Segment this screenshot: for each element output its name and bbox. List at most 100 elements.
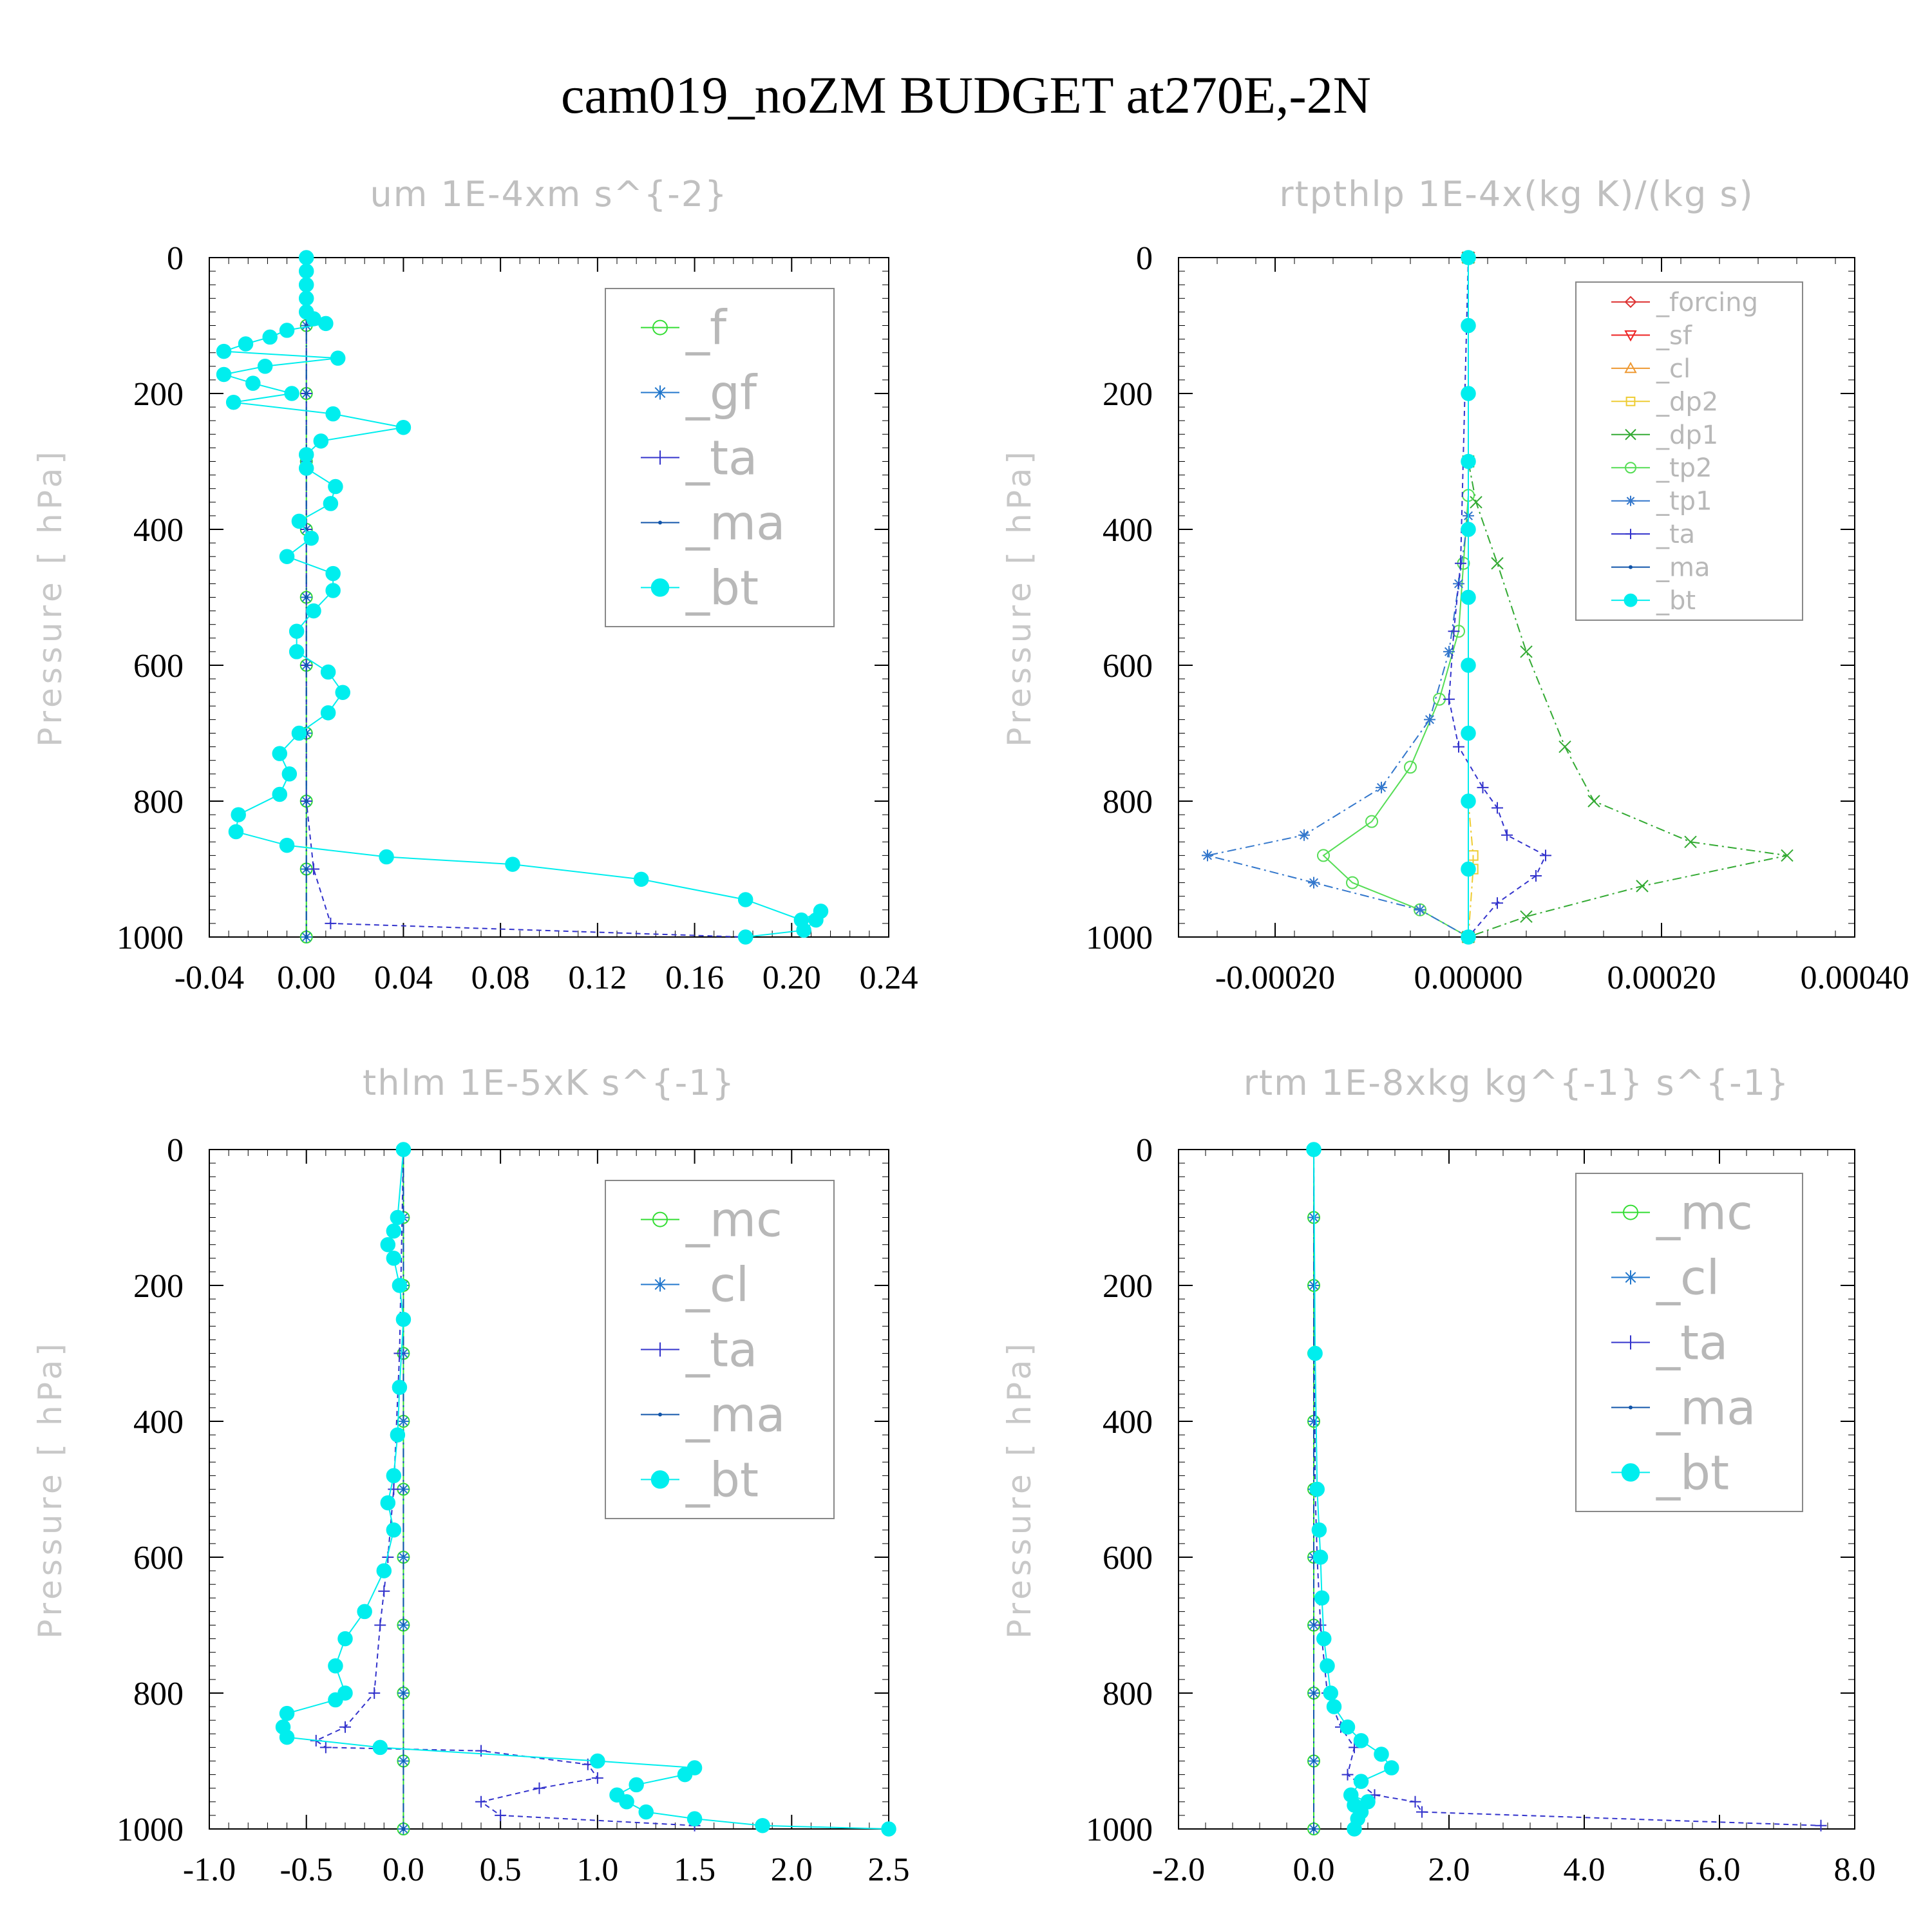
data-point — [386, 1251, 402, 1266]
data-point — [304, 392, 308, 395]
data-point — [279, 837, 295, 853]
legend-label: _ta — [1656, 520, 1695, 549]
data-point — [298, 290, 314, 307]
data-point — [245, 375, 261, 391]
data-point — [1501, 829, 1513, 841]
data-point — [1416, 1806, 1428, 1818]
data-point — [386, 1223, 402, 1239]
data-point — [1558, 740, 1571, 753]
data-point — [380, 1236, 396, 1253]
legend-label: _ta — [685, 1322, 757, 1378]
data-point — [591, 1772, 603, 1784]
series-bt — [216, 250, 829, 945]
legend-marker — [653, 385, 667, 400]
legend-marker — [1629, 1405, 1633, 1410]
chart-panel-1: um 1E-4xm s^{-2} Pressure [ hPa] 0 200 400 60… — [32, 174, 918, 996]
data-point — [313, 433, 329, 449]
data-point — [1309, 1481, 1325, 1497]
data-point — [303, 530, 319, 546]
data-point — [1491, 557, 1504, 570]
x-tick-label: -0.5 — [280, 1852, 333, 1888]
data-point — [1307, 1345, 1323, 1361]
x-tick-label: 0.08 — [471, 960, 530, 996]
data-point — [390, 1209, 406, 1226]
legend-marker — [1624, 330, 1637, 342]
legend: _mc _cl _ta _ma _bt — [605, 1180, 835, 1519]
x-tick-label: 0.16 — [665, 960, 724, 996]
legend-marker — [650, 1470, 670, 1489]
x-tick-label: 0.00040 — [1801, 960, 1909, 996]
legend-label: _tp2 — [1656, 453, 1712, 483]
x-tick-label: 8.0 — [1834, 1852, 1876, 1888]
data-point — [1314, 1619, 1327, 1631]
x-tick-label: 0.20 — [762, 960, 821, 996]
data-point — [257, 359, 273, 374]
x-tick-label: 0.00 — [277, 960, 336, 996]
data-point — [272, 746, 288, 761]
x-tick-label: 1.0 — [576, 1852, 618, 1888]
x-tick-label: 0.00020 — [1607, 960, 1716, 996]
y-tick-label: 0 — [1136, 1132, 1153, 1169]
data-point — [1443, 693, 1455, 705]
y-axis-label: Pressure [ hPa] — [32, 1340, 69, 1639]
y-tick-label: 800 — [133, 1676, 184, 1712]
data-point — [1461, 250, 1476, 265]
data-point — [1311, 1522, 1327, 1538]
legend-label: _mc — [1656, 1185, 1753, 1240]
data-point — [808, 912, 824, 928]
data-point — [629, 1777, 644, 1793]
legend-label: _sf — [1656, 321, 1692, 350]
legend-marker — [652, 1211, 668, 1227]
data-point — [1323, 1685, 1338, 1701]
x-tick-label: 0.0 — [383, 1852, 424, 1888]
data-point — [395, 420, 412, 435]
legend-marker — [1623, 1204, 1638, 1220]
data-point — [1540, 849, 1551, 862]
series-ta — [310, 1144, 701, 1832]
data-point — [1455, 557, 1466, 569]
data-point — [755, 1817, 770, 1833]
series-line — [282, 1149, 889, 1830]
legend-label: _bt — [685, 560, 759, 616]
series-bt — [275, 1142, 896, 1837]
y-tick-label: 400 — [1103, 1404, 1153, 1441]
data-point — [1314, 1590, 1330, 1606]
legend-label: _ma — [1656, 553, 1710, 583]
legend-box — [605, 288, 835, 627]
data-point — [298, 447, 314, 462]
data-point — [1374, 1747, 1389, 1762]
data-point — [323, 496, 339, 511]
legend-marker — [650, 578, 670, 597]
data-point — [279, 1705, 295, 1721]
data-point — [392, 1379, 408, 1395]
legend-marker — [1624, 1270, 1638, 1285]
data-point — [475, 1795, 487, 1808]
legend-marker — [1625, 495, 1636, 506]
data-point — [1312, 1827, 1316, 1831]
y-tick-label: 800 — [1103, 1676, 1153, 1712]
legend-marker — [1625, 462, 1636, 474]
x-tick-label: 0.5 — [480, 1852, 522, 1888]
data-point — [281, 766, 298, 782]
data-point — [238, 336, 254, 352]
data-point — [1461, 725, 1476, 741]
data-point — [393, 1347, 406, 1359]
data-point — [1520, 910, 1533, 923]
data-point — [1461, 453, 1476, 469]
data-point — [737, 929, 753, 945]
data-point — [308, 863, 320, 875]
x-tick-label: 0.12 — [568, 960, 627, 996]
data-point — [372, 1739, 388, 1756]
y-tick-label: 600 — [133, 1540, 184, 1577]
data-point — [619, 1794, 634, 1810]
data-point — [330, 350, 346, 366]
data-point — [1306, 1142, 1321, 1157]
y-tick-label: 200 — [1103, 376, 1153, 413]
data-point — [216, 366, 232, 383]
data-point — [378, 1585, 390, 1597]
x-tick-label: 0.04 — [374, 960, 433, 996]
data-point — [386, 1468, 402, 1484]
data-point — [337, 1631, 353, 1647]
data-point — [304, 799, 308, 803]
